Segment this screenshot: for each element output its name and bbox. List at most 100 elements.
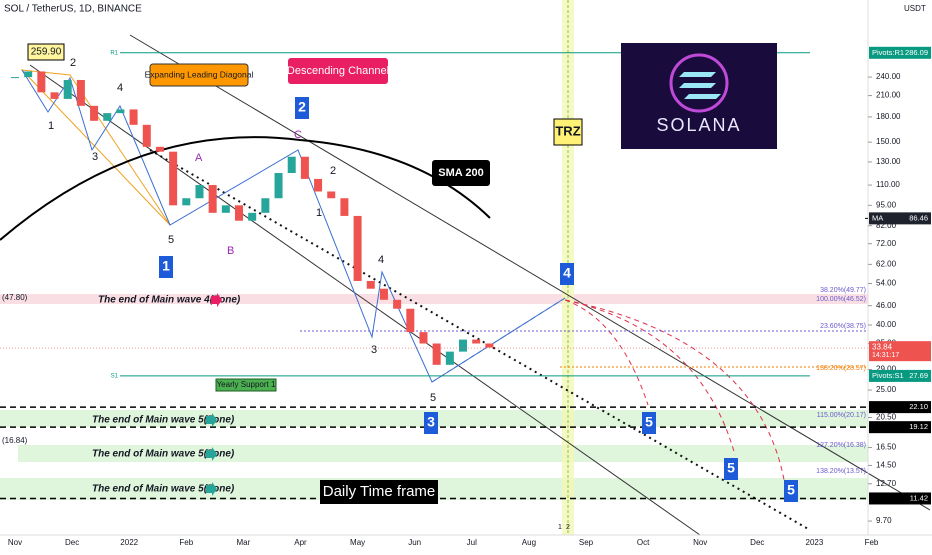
candle [300, 156, 309, 179]
candle [221, 205, 230, 213]
x-tick-label: Dec [65, 538, 79, 547]
y-tick-label: 130.00 [876, 157, 901, 166]
wave-label: 3 [92, 151, 98, 163]
candle [182, 198, 191, 206]
y-tick-label: 82.00 [876, 221, 897, 230]
x-tick-label: May [350, 538, 365, 547]
price-tag [869, 401, 931, 414]
candle [11, 77, 19, 79]
wave-box [424, 412, 438, 434]
y-tick-label: 54.00 [876, 279, 897, 288]
candle [235, 205, 244, 221]
candle [274, 173, 283, 199]
y-tick-label: 62.00 [876, 259, 897, 268]
timeframe: Daily Time frame [323, 483, 436, 500]
candle [90, 105, 99, 121]
candle [472, 339, 481, 344]
wave-box-label: 5 [727, 460, 735, 476]
candle [169, 151, 178, 206]
x-tick-label: Jun [408, 538, 421, 547]
candle [445, 351, 454, 365]
wave-box-label: 2 [298, 99, 306, 115]
wave-label: 1 [48, 120, 54, 132]
candle [393, 299, 402, 309]
callout [149, 63, 249, 87]
wave-label: 2 [330, 165, 336, 177]
diagonal [20, 69, 171, 226]
price-tag [869, 341, 931, 362]
wave-label: C [294, 129, 302, 141]
candle [37, 71, 46, 93]
candle [340, 198, 349, 216]
price-tag-text: Pivots:S1 [872, 371, 904, 380]
zone-label: The end of Main wave 5(Zone) [92, 449, 235, 460]
price-tag-text: 14:31:17 [872, 352, 899, 359]
y-tick-label: 25.00 [876, 385, 897, 394]
arrow [206, 413, 217, 496]
x-tick-label: Dec [750, 538, 764, 547]
candle [63, 80, 72, 99]
candle [208, 185, 217, 213]
y-tick-label: 72.00 [876, 239, 897, 248]
zone-label: The end of Main wave 5(Zone) [92, 415, 235, 426]
date-mark: 1 [558, 524, 562, 531]
currency: USDT [904, 4, 926, 13]
trz-label: TRZ [555, 123, 580, 138]
arrow [211, 293, 222, 307]
price-tag [869, 46, 931, 59]
price-tag [869, 421, 931, 434]
callout [432, 160, 490, 186]
high-label-box [27, 43, 65, 61]
support-label: Yearly Support 1 [217, 380, 276, 389]
zone-price: (47.80) [2, 293, 28, 302]
wave-label: 4 [378, 254, 384, 266]
y-tick-label: 95.00 [876, 200, 897, 209]
y-tick-label: 150.00 [876, 137, 901, 146]
price-tag-text: 33.84 [872, 342, 893, 351]
y-tick-label: 240.00 [876, 72, 901, 81]
wave-box [560, 263, 574, 285]
zone-label: The end of Main wave 5(Zone) [92, 484, 235, 495]
price-tag [869, 212, 931, 225]
price-tag-text: 27.69 [909, 371, 928, 380]
candle [406, 308, 415, 333]
fib-label: 138.20%(28.57) [816, 365, 866, 372]
high-label: 259.90 [31, 47, 62, 58]
candle [419, 332, 428, 344]
wave-box [159, 256, 173, 278]
wave-box [642, 412, 656, 434]
y-tick-label: 16.50 [876, 443, 897, 452]
x-tick-label: 2022 [120, 538, 138, 547]
price-tag-text: 19.12 [909, 422, 928, 431]
x-tick-label: Jul [467, 538, 477, 547]
wave-label: B [227, 245, 234, 257]
fib-label: 127.20%(16.38) [816, 442, 866, 449]
candle [24, 71, 33, 78]
y-tick-label: 210.00 [876, 91, 901, 100]
candle [155, 146, 164, 152]
fib-label: 100.00%(46.52) [816, 296, 866, 303]
y-tick-label: 20.50 [876, 413, 897, 422]
wave-box-label: 3 [427, 414, 435, 430]
callout [288, 58, 388, 84]
zone-label: The end of Main wave 4(Zone) [98, 295, 241, 306]
wave-label: A [195, 152, 203, 164]
callout-text: SMA 200 [438, 167, 483, 179]
price-tag [869, 369, 931, 382]
wave-box [784, 480, 798, 502]
wave-box-label: 1 [162, 258, 170, 274]
x-tick-label: Oct [637, 538, 650, 547]
candle [50, 92, 59, 99]
candle [129, 109, 138, 125]
y-tick-label: 14.50 [876, 461, 897, 470]
logo-text: SOLANA [656, 115, 741, 135]
wave-label: 4 [117, 82, 123, 94]
candle [366, 280, 375, 289]
fib-label: 23.60%(38.75) [820, 323, 866, 330]
candle [142, 124, 151, 147]
x-tick-label: Nov [8, 538, 22, 547]
price-tag-text: Pivots:R1 [872, 48, 904, 57]
candle [485, 343, 494, 348]
wave-box-label: 5 [645, 414, 653, 430]
logo-ring [669, 53, 729, 113]
